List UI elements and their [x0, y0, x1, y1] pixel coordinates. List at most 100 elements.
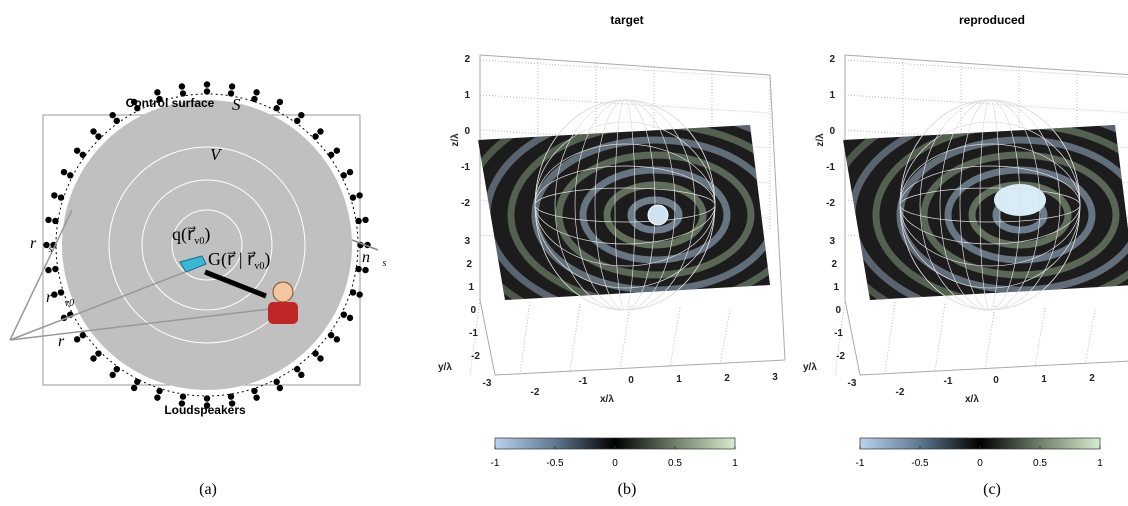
loudspeaker	[362, 267, 368, 273]
loudspeaker	[52, 266, 58, 272]
loudspeaker	[253, 89, 259, 95]
x-tick-label: 3	[772, 372, 778, 383]
axis-label: y/λ	[803, 362, 817, 373]
x-tick-label: -2	[896, 387, 905, 398]
loudspeaker	[154, 394, 160, 400]
colorbar-tick-label: 1	[1097, 458, 1103, 469]
colorbar-tick-label: -1	[856, 458, 865, 469]
label: s	[382, 258, 386, 269]
loudspeaker	[317, 355, 323, 361]
loudspeaker	[355, 218, 361, 224]
z-tick-label: 0	[464, 126, 470, 137]
axis-label: x/λ	[600, 394, 614, 405]
label: v0	[65, 298, 74, 309]
x-tick-label: -3	[848, 378, 857, 389]
loudspeaker	[356, 192, 362, 198]
loudspeaker	[180, 393, 186, 399]
colorbar-tick-label: 0.5	[1033, 458, 1047, 469]
box-grid	[480, 60, 770, 78]
loudspeaker	[277, 99, 283, 105]
z-tick-label: 2	[829, 54, 835, 65]
y-tick-label: 2	[831, 259, 837, 270]
x-tick-label: -2	[531, 387, 540, 398]
box-grid	[885, 302, 895, 373]
box-grid	[570, 304, 580, 371]
y-tick-label: 0	[835, 305, 841, 316]
loudspeaker	[51, 192, 57, 198]
loudspeaker	[90, 128, 96, 134]
loudspeaker	[273, 379, 279, 385]
loudspeaker	[228, 393, 234, 399]
label: r⃗	[46, 289, 65, 306]
box-grid	[720, 310, 730, 365]
loudspeaker	[294, 118, 300, 124]
label: n⃗s	[362, 249, 386, 269]
box-grid	[520, 302, 530, 373]
loudspeaker	[251, 388, 257, 394]
loudspeaker	[95, 350, 101, 356]
diagram: Control surface S V n⃗s r⃗s r⃗v0 r⃗ q(r⃗…	[10, 81, 386, 498]
x-tick-label: -1	[579, 376, 588, 387]
loudspeaker	[273, 105, 279, 111]
caption: (b)	[618, 481, 637, 498]
x-tick-label: 1	[676, 374, 682, 385]
label: q(r⃗v0)	[172, 224, 210, 247]
loudspeaker	[80, 332, 86, 338]
axis-label: z/λ	[450, 133, 461, 147]
z-tick-label: -1	[826, 162, 835, 173]
listener-body	[268, 302, 298, 324]
field-bg	[470, 120, 780, 310]
loudspeaker	[114, 366, 120, 372]
x-tick-label: 0	[628, 375, 634, 386]
box-grid	[845, 95, 1128, 113]
loudspeaker	[134, 379, 140, 385]
loudspeaker	[334, 147, 340, 153]
colorbar-tick-label: 0	[977, 458, 983, 469]
x-tick-label: -1	[944, 376, 953, 387]
loudspeaker	[347, 169, 353, 175]
loudspeaker	[80, 152, 86, 158]
loudspeaker	[109, 112, 115, 118]
label: r⃗	[30, 235, 49, 252]
y-tick-label: 3	[464, 236, 470, 247]
loudspeaker	[298, 372, 304, 378]
y-tick-label: 1	[833, 282, 839, 293]
loudspeaker	[58, 194, 64, 200]
z-tick-label: -1	[461, 162, 470, 173]
axis-label: z/λ	[815, 133, 826, 147]
box-grid	[670, 308, 680, 367]
y-tick-label: 3	[829, 236, 835, 247]
colorbar-tick-label: 1	[732, 458, 738, 469]
loudspeaker	[317, 128, 323, 134]
x-tick-label: 0	[993, 375, 999, 386]
y-tick-label: -2	[836, 351, 845, 362]
loudspeaker	[251, 96, 257, 102]
z-tick-label: 0	[829, 126, 835, 137]
loudspeaker	[45, 217, 51, 223]
loudspeaker	[253, 394, 259, 400]
figure: Control surface S V n⃗s r⃗s r⃗v0 r⃗ q(r⃗…	[0, 0, 1128, 506]
loudspeaker	[298, 112, 304, 118]
y-tick-label: -2	[471, 351, 480, 362]
colorbar-tick-label: -1	[491, 458, 500, 469]
box-grid	[620, 306, 630, 369]
loudspeaker	[277, 385, 283, 391]
loudspeaker	[350, 194, 356, 200]
label: G(r⃗ | r⃗	[208, 249, 256, 270]
colorbar-tick-label: 0.5	[668, 458, 682, 469]
axis-label: y/λ	[438, 362, 452, 373]
label: v0	[254, 261, 264, 272]
loudspeaker	[95, 133, 101, 139]
box-grid	[480, 95, 770, 113]
colorbar-tick-label: -0.5	[546, 458, 564, 469]
loudspeaker	[204, 81, 210, 87]
loudspeaker	[204, 88, 210, 94]
label: v0	[194, 236, 204, 247]
loudspeaker	[179, 83, 185, 89]
loudspeaker	[341, 172, 347, 178]
loudspeaker	[312, 350, 318, 356]
label: q(r⃗	[172, 224, 196, 245]
z-tick-label: -2	[461, 198, 470, 209]
z-tick-label: -2	[826, 198, 835, 209]
loudspeaker	[45, 267, 51, 273]
